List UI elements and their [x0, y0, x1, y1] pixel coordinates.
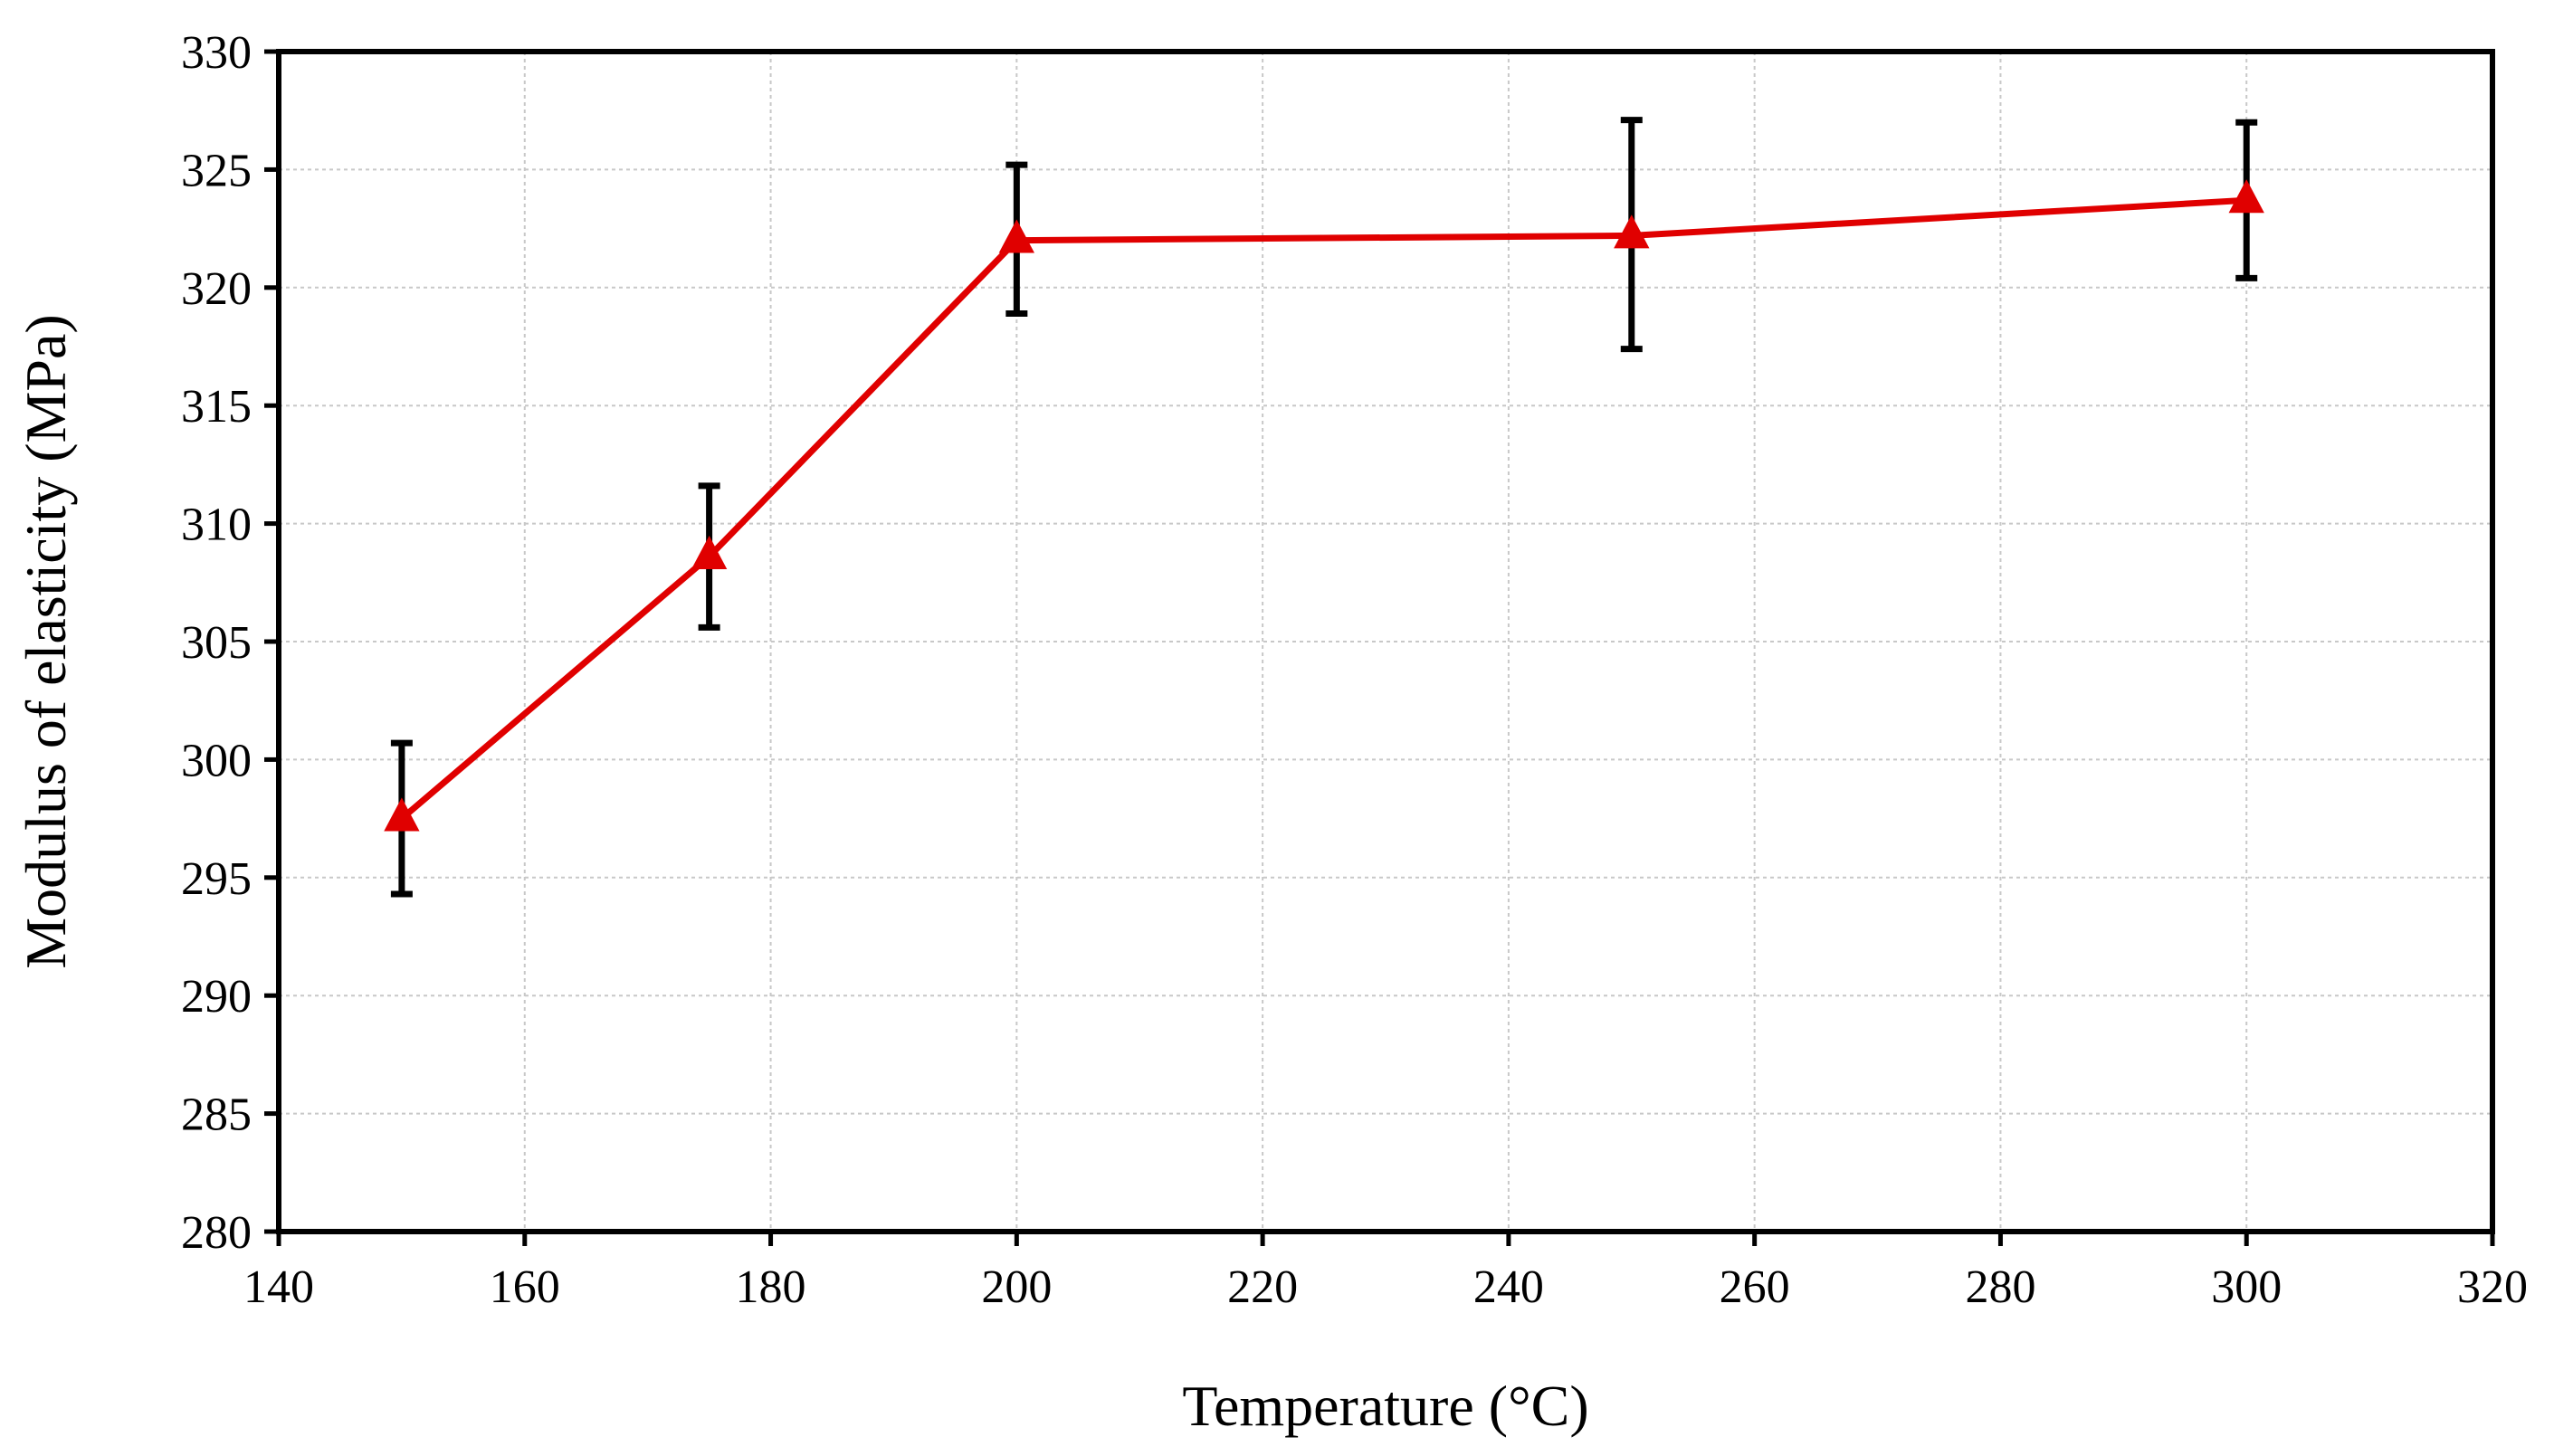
x-tick-label: 160	[490, 1261, 560, 1313]
data-point-marker	[998, 219, 1034, 253]
plot-frame	[276, 49, 2495, 1234]
y-tick-label: 330	[181, 27, 252, 79]
data-point-marker	[691, 535, 728, 570]
data-point-marker	[384, 797, 420, 832]
y-tick-label: 320	[181, 263, 252, 315]
y-tick-label: 295	[181, 853, 252, 905]
y-tick-label: 285	[181, 1090, 252, 1141]
y-tick-label: 310	[181, 500, 252, 551]
x-tick-label: 280	[1965, 1261, 2035, 1313]
y-tick-label: 280	[181, 1207, 252, 1259]
x-tick-label: 140	[243, 1261, 314, 1313]
grid	[279, 52, 2492, 1232]
x-tick-label: 220	[1227, 1261, 1298, 1313]
x-tick-label: 320	[2457, 1261, 2528, 1313]
data-point-marker	[1614, 214, 1650, 249]
series-lines	[399, 196, 2247, 822]
y-axis-title: Modulus of elasticity (MPa)	[14, 314, 78, 968]
y-tick-label: 305	[181, 617, 252, 669]
y-tick-label: 290	[181, 971, 252, 1023]
x-tick-label: 260	[1720, 1261, 1790, 1313]
y-tick-label: 300	[181, 735, 252, 786]
x-tick-label: 200	[981, 1261, 1052, 1313]
y-tick-label: 325	[181, 145, 252, 196]
x-tick-label: 180	[736, 1261, 806, 1313]
data-point-marker	[2228, 179, 2264, 214]
series-markers	[384, 179, 2264, 832]
y-tick-label: 315	[181, 381, 252, 433]
y-tick-labels: 280 285 290 295 300 305 310 315 320 325 330	[181, 27, 252, 1259]
x-axis-title: Temperature (°C)	[1182, 1374, 1588, 1438]
x-tick-label: 300	[2211, 1261, 2282, 1313]
x-tick-label: 240	[1473, 1261, 1544, 1313]
x-tick-labels: 140 160 180 200 220 240 260 280 300 320	[243, 1261, 2528, 1313]
series-line	[399, 196, 2247, 822]
